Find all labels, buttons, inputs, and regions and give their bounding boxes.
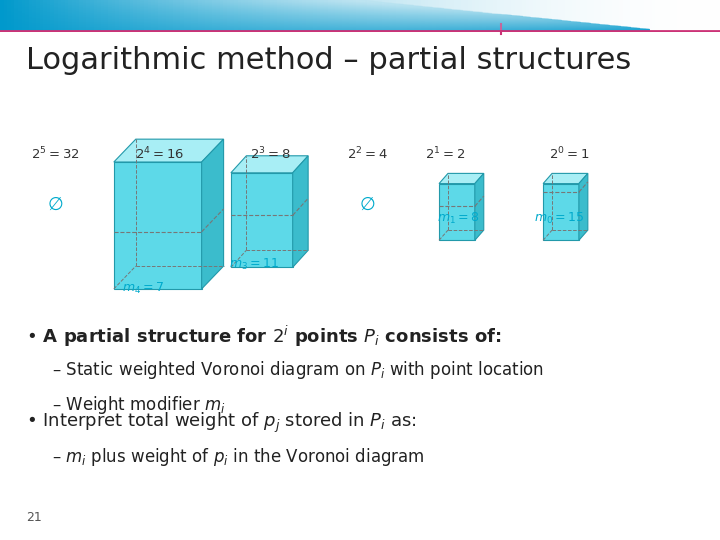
Polygon shape	[439, 184, 474, 240]
Polygon shape	[439, 173, 484, 184]
Polygon shape	[293, 156, 308, 267]
Polygon shape	[579, 173, 588, 240]
Text: • Interpret total weight of $p_j$ stored in $P_i$ as:: • Interpret total weight of $p_j$ stored…	[26, 410, 417, 435]
Text: $m_3 = 11$: $m_3 = 11$	[228, 257, 279, 272]
Text: 21: 21	[26, 511, 42, 524]
Text: $m_1 = 8$: $m_1 = 8$	[437, 211, 480, 226]
Text: $2^1 = 2$: $2^1 = 2$	[426, 146, 466, 162]
Text: $\varnothing$: $\varnothing$	[47, 196, 63, 214]
Text: $2^3 = 8$: $2^3 = 8$	[250, 146, 290, 162]
Text: • A partial structure for $2^i$ points $P_i$ consists of:: • A partial structure for $2^i$ points $…	[26, 324, 501, 349]
Text: $2^5 = 32$: $2^5 = 32$	[31, 146, 80, 162]
Text: $2^2 = 4$: $2^2 = 4$	[347, 146, 388, 162]
Text: $\varnothing$: $\varnothing$	[359, 196, 376, 214]
Text: $m_0 = 15$: $m_0 = 15$	[534, 211, 585, 226]
Text: – Static weighted Voronoi diagram on $P_i$ with point location: – Static weighted Voronoi diagram on $P_…	[52, 359, 544, 381]
Polygon shape	[231, 156, 308, 173]
Text: $m_4 = 7$: $m_4 = 7$	[122, 281, 164, 296]
Polygon shape	[474, 173, 484, 240]
Text: – Weight modifier $m_i$: – Weight modifier $m_i$	[52, 394, 225, 416]
Polygon shape	[202, 139, 224, 289]
Polygon shape	[114, 139, 224, 162]
Polygon shape	[543, 173, 588, 184]
Text: – $m_i$ plus weight of $p_i$ in the Voronoi diagram: – $m_i$ plus weight of $p_i$ in the Voro…	[52, 446, 425, 468]
Text: Logarithmic method – partial structures: Logarithmic method – partial structures	[26, 46, 631, 75]
Text: $2^4 = 16$: $2^4 = 16$	[135, 146, 184, 162]
Polygon shape	[231, 173, 293, 267]
Polygon shape	[543, 184, 579, 240]
Text: $2^0 = 1$: $2^0 = 1$	[549, 146, 589, 162]
Polygon shape	[114, 162, 202, 289]
